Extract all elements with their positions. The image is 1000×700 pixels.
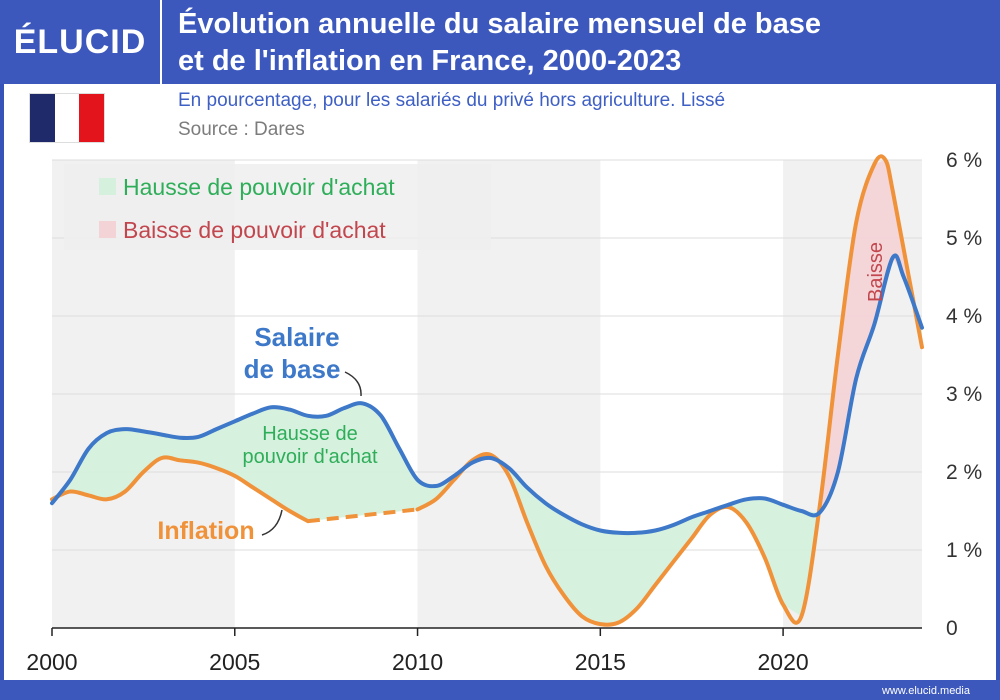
x-tick-label-2020: 2020: [758, 649, 809, 675]
footer-site-link[interactable]: www.elucid.media: [881, 685, 970, 697]
legend-label-baisse: Baisse de pouvoir d'achat: [123, 217, 386, 243]
annotation-salaire-line1: Salaire: [254, 322, 339, 352]
series-lines: [50, 154, 924, 627]
y-tick-label-3: 3 %: [946, 383, 982, 406]
line-inflation-part2: [415, 154, 924, 627]
chart-title-line2: et de l'inflation en France, 2000-2023: [178, 45, 682, 77]
area-hausse-1: [57, 403, 466, 522]
chart-title: Évolution annuelle du salaire mensuel de…: [178, 6, 978, 80]
y-tick-label-2: 2 %: [946, 461, 982, 484]
annotation-inflation-pointer: [261, 509, 283, 536]
y-tick-label-6: 6 %: [946, 149, 982, 172]
axes: 0 1 % 2 % 3 % 4 % 5 % 6 % 2000 2005 2010 2015 2020: [26, 149, 982, 675]
legend-swatch-hausse: [99, 178, 116, 195]
header-bar: ÉLUCID Évolution annuelle du salaire men…: [0, 0, 1000, 84]
x-tick-label-2015: 2015: [575, 649, 626, 675]
line-inflation-part1: [50, 455, 310, 524]
annotations: Salaire de base Hausse de pouvoir d'acha…: [157, 242, 887, 545]
area-baisse-4: [819, 160, 913, 513]
logo-box[interactable]: ÉLUCID: [0, 0, 162, 84]
chart-subtitle: En pourcentage, pour les salariés du pri…: [178, 90, 726, 111]
chart-source: Source : Dares: [178, 119, 305, 140]
x-tick-label-2010: 2010: [392, 649, 443, 675]
chart-title-line1: Évolution annuelle du salaire mensuel de…: [178, 8, 822, 40]
flag-stripe-white: [54, 94, 80, 142]
legend-swatch-baisse: [99, 221, 116, 238]
annotation-salaire-pointer: [344, 371, 362, 397]
footer-bar: www.elucid.media: [0, 680, 1000, 700]
france-flag-icon: [30, 94, 105, 142]
area-hausse-3: [496, 461, 818, 625]
line-salaire-de-base: [50, 253, 924, 536]
y-tick-label-5: 5 %: [946, 227, 982, 250]
y-tick-label-0: 0: [946, 617, 958, 640]
legend: Hausse de pouvoir d'achat Baisse de pouv…: [64, 164, 491, 250]
annotation-baisse: Baisse: [865, 242, 887, 302]
legend-label-hausse: Hausse de pouvoir d'achat: [123, 174, 395, 200]
flag-stripe-blue: [30, 94, 55, 142]
x-tick-label-2005: 2005: [209, 649, 260, 675]
x-tick-label-2000: 2000: [26, 649, 77, 675]
y-tick-label-1: 1 %: [946, 539, 982, 562]
elucid-logo: ÉLUCID: [13, 22, 147, 61]
annotation-inflation: Inflation: [157, 517, 254, 545]
y-tick-label-4: 4 %: [946, 305, 982, 328]
annotation-hausse-line1: Hausse de: [262, 423, 358, 445]
annotation-hausse-line2: pouvoir d'achat: [242, 446, 377, 468]
flag-stripe-red: [79, 94, 105, 142]
annotation-salaire-line2: de base: [244, 354, 341, 384]
legend-box: [64, 164, 491, 250]
